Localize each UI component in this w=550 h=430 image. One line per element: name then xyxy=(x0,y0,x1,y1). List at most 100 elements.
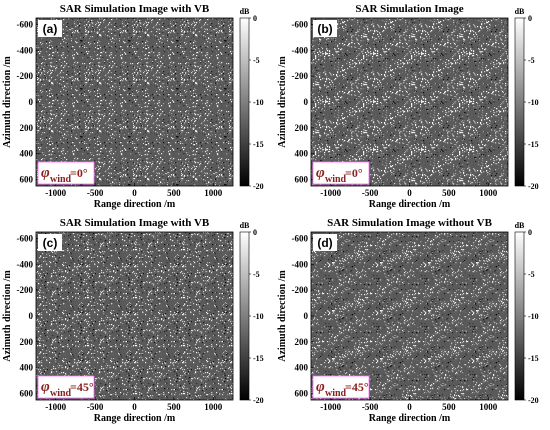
chart-panel: SAR Simulation Image-1000 -500 0 500 1000-60… xyxy=(277,3,539,210)
y-tick-label: 0 xyxy=(304,311,309,321)
x-tick-label: 0 xyxy=(407,402,412,412)
y-tick-label: 400 xyxy=(295,149,309,159)
y-tick-label: -600 xyxy=(17,19,34,29)
colorbar xyxy=(514,17,525,187)
wind-label-box xyxy=(312,375,370,399)
x-tick-label: 0 xyxy=(132,402,137,412)
y-tick-label: -600 xyxy=(292,233,309,243)
y-tick-label: 600 xyxy=(20,175,34,185)
colorbar-tick-label: -20 xyxy=(528,182,539,191)
colorbar-tick-label: -15 xyxy=(528,354,539,363)
colorbar-unit: dB xyxy=(240,221,250,230)
phi-symbol: φ xyxy=(316,165,325,181)
y-tick-label: 200 xyxy=(20,123,34,133)
sar-image xyxy=(36,18,233,186)
y-tick-label: -200 xyxy=(292,71,309,81)
x-tick-label: 1000 xyxy=(479,402,498,412)
chart-title: SAR Simulation Image without VB xyxy=(327,217,492,229)
x-tick-label: 500 xyxy=(167,188,181,198)
y-tick-label: 600 xyxy=(295,389,309,399)
colorbar-tick-label: -15 xyxy=(528,140,539,149)
y-tick-label: -600 xyxy=(292,19,309,29)
chart-panel: SAR Simulation Image with VB-1000 -500 0 50… xyxy=(2,217,264,424)
colorbar xyxy=(239,231,250,401)
y-tick-label: 0 xyxy=(29,311,34,321)
panel-label-box xyxy=(313,234,337,251)
colorbar xyxy=(514,231,525,401)
x-tick-label: -500 xyxy=(87,188,104,198)
x-tick-label: 500 xyxy=(167,402,181,412)
wind-subscript: wind xyxy=(325,388,347,399)
y-tick-label: 600 xyxy=(20,389,34,399)
y-tick-label: -400 xyxy=(17,259,34,269)
colorbar-tick-label: -20 xyxy=(528,396,539,405)
y-tick-label: -200 xyxy=(17,285,34,295)
x-tick-label: -1000 xyxy=(320,188,341,198)
y-tick-label: 200 xyxy=(295,337,309,347)
colorbar-tick-label: -20 xyxy=(253,182,264,191)
y-tick-label: 200 xyxy=(20,337,34,347)
x-tick-label: 0 xyxy=(132,188,137,198)
wind-label-box xyxy=(37,161,95,185)
y-tick-label: -400 xyxy=(292,259,309,269)
wind-label-box xyxy=(37,375,95,399)
colorbar-tick-label: 0 xyxy=(253,14,257,23)
wind-direction-label: φ wind=45° xyxy=(312,375,370,399)
x-axis-label: Range direction /m xyxy=(369,413,451,424)
x-axis-label: Range direction /m xyxy=(94,413,176,424)
panel-label-c: (c) xyxy=(43,236,58,250)
colorbar-tick-label: -5 xyxy=(528,56,535,65)
y-tick-label: 0 xyxy=(304,97,309,107)
x-tick-label: 1000 xyxy=(204,402,223,412)
colorbar-unit: dB xyxy=(515,221,525,230)
colorbar-tick-label: 0 xyxy=(253,228,257,237)
colorbar xyxy=(239,17,250,187)
wind-direction-label: φ wind=0° xyxy=(312,161,370,185)
x-tick-label: 500 xyxy=(442,402,456,412)
colorbar-unit: dB xyxy=(240,7,250,16)
wind-direction-label: φ wind=0° xyxy=(37,161,95,185)
y-tick-label: 400 xyxy=(295,363,309,373)
wind-subscript: wind xyxy=(325,174,347,185)
y-axis-label: Azimuth direction /m xyxy=(2,270,13,362)
sar-image xyxy=(311,18,508,186)
colorbar-tick-label: -15 xyxy=(253,140,264,149)
wind-subscript: wind xyxy=(50,174,72,185)
y-tick-label: -200 xyxy=(17,71,34,81)
y-tick-label: 0 xyxy=(29,97,34,107)
y-tick-label: -400 xyxy=(292,45,309,55)
panel-label-box xyxy=(38,20,62,37)
colorbar-tick-label: -10 xyxy=(253,312,264,321)
wind-angle-value: =0° xyxy=(345,166,363,180)
panel-label-a: (a) xyxy=(43,22,58,36)
colorbar-tick-label: -5 xyxy=(528,270,535,279)
y-tick-label: 400 xyxy=(20,363,34,373)
y-axis-label: Azimuth direction /m xyxy=(277,270,288,362)
wind-direction-label: φ wind=45° xyxy=(37,375,95,399)
x-tick-label: -500 xyxy=(87,402,104,412)
wind-angle-value: =45° xyxy=(345,380,369,394)
colorbar-unit: dB xyxy=(515,7,525,16)
colorbar-tick-label: -10 xyxy=(253,98,264,107)
x-tick-label: -1000 xyxy=(45,188,66,198)
x-tick-label: 1000 xyxy=(479,188,498,198)
y-tick-label: 200 xyxy=(295,123,309,133)
y-axis-label: Azimuth direction /m xyxy=(2,56,13,148)
colorbar-tick-label: 0 xyxy=(528,228,532,237)
colorbar-tick-label: -10 xyxy=(528,312,539,321)
x-tick-label: 500 xyxy=(442,188,456,198)
y-tick-label: 400 xyxy=(20,149,34,159)
colorbar-tick-label: -20 xyxy=(253,396,264,405)
chart-panel: SAR Simulation Image without VB-1000 -500… xyxy=(277,217,539,424)
chart-panel: SAR Simulation Image with VB-1000 -500 0 50… xyxy=(2,3,264,210)
phi-symbol: φ xyxy=(41,379,50,395)
y-tick-label: -200 xyxy=(292,285,309,295)
x-tick-label: -500 xyxy=(362,188,379,198)
wind-angle-value: =45° xyxy=(70,380,94,394)
colorbar-tick-label: -15 xyxy=(253,354,264,363)
y-tick-label: -400 xyxy=(17,45,34,55)
colorbar-tick-label: -5 xyxy=(253,270,260,279)
y-axis-label: Azimuth direction /m xyxy=(277,56,288,148)
wind-label-box xyxy=(312,161,370,185)
